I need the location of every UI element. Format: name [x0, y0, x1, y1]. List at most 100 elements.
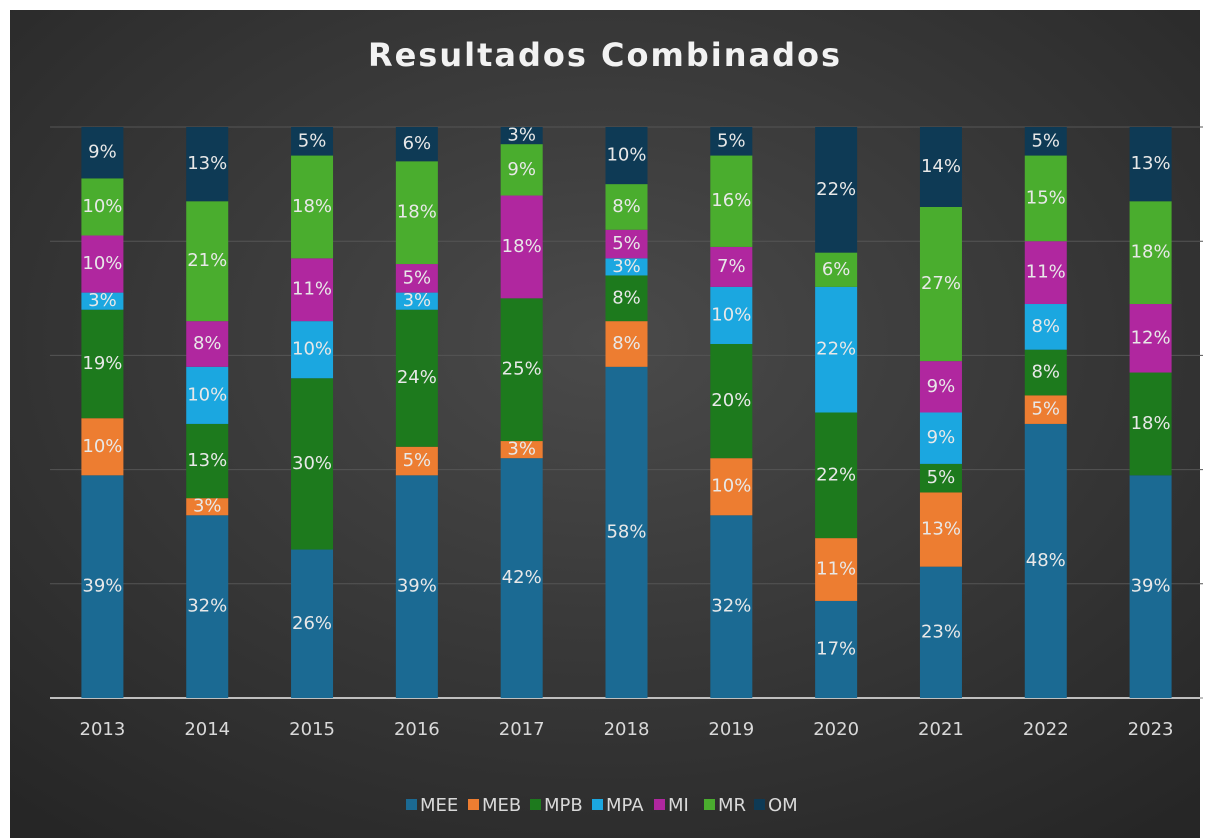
bar-segment	[395, 446, 438, 476]
data-label: 23%	[921, 621, 961, 642]
bar-segment	[1129, 372, 1172, 476]
data-label: 3%	[88, 290, 117, 311]
bar-segment	[1129, 201, 1172, 305]
bar-segment	[395, 264, 438, 293]
bar-segment	[500, 127, 543, 145]
bar-segment	[291, 549, 334, 698]
bar-segment	[1024, 395, 1067, 424]
data-label: 32%	[711, 596, 751, 617]
data-label: 11%	[816, 559, 856, 580]
data-label: 22%	[816, 339, 856, 360]
bar-segment	[291, 321, 334, 379]
x-tick-label: 2013	[80, 719, 126, 740]
data-label: 3%	[193, 496, 222, 517]
bar-segment	[605, 258, 648, 276]
bar-segment	[186, 321, 229, 367]
data-label: 18%	[1131, 242, 1171, 263]
bar-segment	[1024, 155, 1067, 242]
data-label: 58%	[606, 521, 646, 542]
data-label: 5%	[403, 267, 432, 288]
data-label: 8%	[612, 287, 641, 308]
legend-label: MI	[668, 795, 689, 816]
bar-segment	[81, 418, 124, 476]
data-label: 27%	[921, 273, 961, 294]
legend-label: MPB	[544, 795, 583, 816]
bar-segment	[815, 538, 858, 601]
bar-segment	[500, 144, 543, 196]
data-label: 8%	[612, 333, 641, 354]
bar-segment	[1024, 127, 1067, 156]
bar-segment	[815, 127, 858, 253]
bar-segment	[919, 566, 962, 698]
bar-segment	[81, 235, 124, 293]
bar-segment	[81, 475, 124, 698]
data-label: 39%	[397, 576, 437, 597]
legend-swatch	[592, 799, 603, 810]
x-tick-label: 2022	[1023, 719, 1069, 740]
legend-swatch	[654, 799, 665, 810]
data-label: 10%	[606, 145, 646, 166]
data-label: 6%	[403, 133, 432, 154]
data-label: 42%	[502, 567, 542, 588]
bar-segment	[395, 292, 438, 310]
data-label: 39%	[82, 576, 122, 597]
data-label: 8%	[1031, 316, 1060, 337]
data-label: 12%	[1131, 327, 1171, 348]
data-label: 26%	[292, 613, 332, 634]
data-label: 32%	[187, 596, 227, 617]
x-tick-label: 2016	[394, 719, 440, 740]
bar-segment	[81, 127, 124, 179]
data-label: 39%	[1131, 576, 1171, 597]
bar-segment	[395, 161, 438, 265]
data-label: 9%	[927, 427, 956, 448]
bar-segment	[605, 321, 648, 367]
legend-swatch	[530, 799, 541, 810]
legend-label: MPA	[606, 795, 644, 816]
data-label: 8%	[612, 196, 641, 217]
bar-segment	[919, 206, 962, 362]
legend-swatch	[406, 799, 417, 810]
legend-label: OM	[768, 795, 798, 816]
bar-segment	[605, 184, 648, 230]
data-label: 20%	[711, 390, 751, 411]
data-label: 5%	[403, 450, 432, 471]
data-label: 22%	[816, 464, 856, 485]
legend-label: MEB	[482, 795, 521, 816]
data-label: 18%	[502, 236, 542, 257]
bar-segment	[605, 366, 648, 698]
bar-segment	[710, 155, 753, 247]
data-label: 8%	[1031, 362, 1060, 383]
bar-segment	[710, 246, 753, 287]
data-label: 25%	[502, 359, 542, 380]
bar-segment	[919, 492, 962, 567]
bar-segment	[186, 127, 229, 202]
bar-segment	[291, 258, 334, 322]
bar-segment	[710, 286, 753, 344]
legend-swatch	[754, 799, 765, 810]
legend-swatch	[468, 799, 479, 810]
bar-segment	[500, 458, 543, 698]
data-label: 8%	[193, 333, 222, 354]
data-label: 6%	[822, 259, 851, 280]
x-tick-label: 2014	[184, 719, 230, 740]
chart-title: Resultados Combinados	[368, 36, 842, 74]
data-label: 9%	[927, 376, 956, 397]
bar-segment	[1129, 304, 1172, 373]
data-label: 48%	[1026, 550, 1066, 571]
x-tick-label: 2023	[1128, 719, 1174, 740]
bar-segment	[291, 378, 334, 550]
data-label: 15%	[1026, 187, 1066, 208]
data-label: 13%	[187, 450, 227, 471]
data-label: 13%	[1131, 153, 1171, 174]
bar-segment	[815, 286, 858, 413]
data-label: 5%	[1031, 399, 1060, 420]
bar-segment	[291, 127, 334, 156]
data-label: 13%	[921, 519, 961, 540]
data-label: 30%	[292, 453, 332, 474]
data-label: 3%	[612, 256, 641, 277]
bar-segment	[186, 498, 229, 516]
bar-segment	[500, 298, 543, 442]
data-label: 10%	[82, 196, 122, 217]
data-label: 5%	[612, 233, 641, 254]
data-label: 18%	[397, 202, 437, 223]
